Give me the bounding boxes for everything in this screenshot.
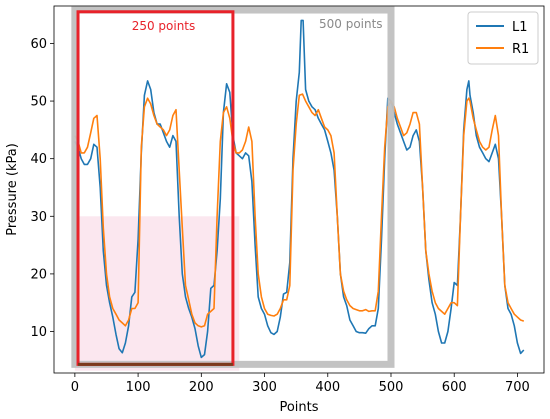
y-tick-label: 30 [30,210,47,225]
series-line-l1 [74,19,525,359]
legend-label-l1: L1 [512,20,528,35]
x-tick-label: 500 [379,380,404,395]
y-tick-label: 10 [30,325,47,340]
x-tick-label: 100 [126,380,151,395]
x-tick-label: 400 [315,380,340,395]
plot-frame [53,5,545,374]
y-tick-label: 50 [30,95,47,110]
annotation-layer: 500 points 250 points [71,6,395,368]
annotation-label-250: 250 points [132,19,196,33]
annotation-label-500: 500 points [319,17,383,31]
x-tick-label: 600 [442,380,467,395]
x-tick-label: 200 [189,380,214,395]
x-axis-title: Points [279,400,318,415]
series-layer [74,19,525,359]
y-axis: 10 20 30 40 50 60 [30,37,54,340]
y-axis-title: Pressure (kPa) [5,143,20,236]
y-tick-label: 20 [30,267,47,282]
x-tick-label: 700 [505,380,530,395]
y-tick-label: 60 [30,37,47,52]
series-line-r1 [74,93,525,328]
x-tick-label: 0 [71,380,79,395]
x-axis: 0 100 200 300 400 500 600 700 [71,373,530,395]
y-tick-label: 40 [30,152,47,167]
legend-label-r1: R1 [512,42,529,57]
x-tick-label: 300 [252,380,277,395]
